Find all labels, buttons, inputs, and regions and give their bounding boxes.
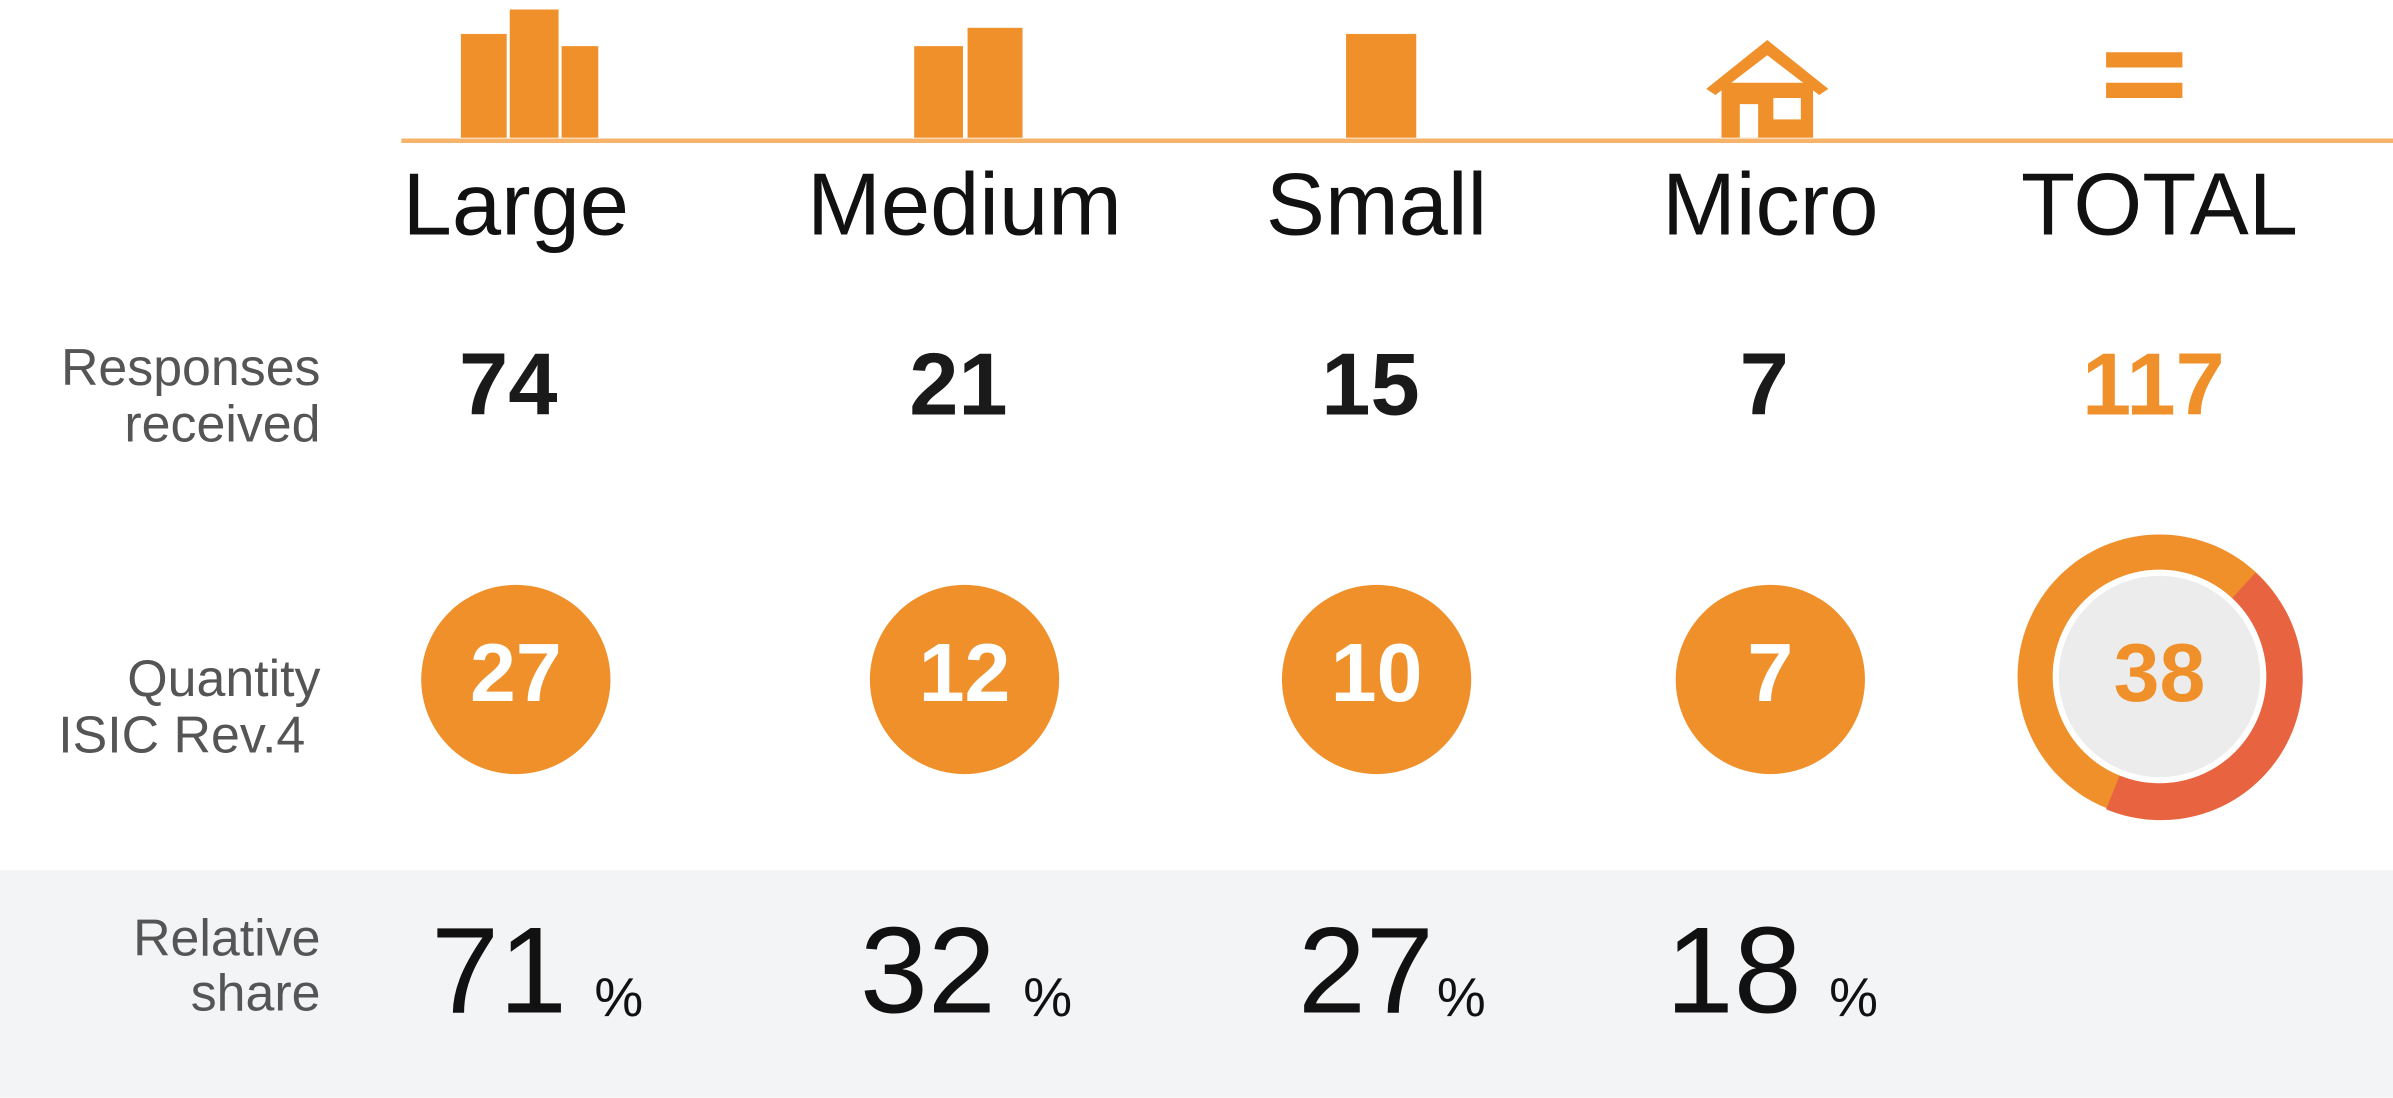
row-labels: Responses received Quantity ISIC Rev.4 R… <box>58 338 320 1022</box>
small-icon <box>1346 33 1417 138</box>
responses-value: 15 <box>1321 334 1419 433</box>
responses-value: 117 <box>2082 334 2225 433</box>
quantity-value: 12 <box>919 627 1011 719</box>
quantity-value: 10 <box>1331 627 1423 719</box>
row-label: Responses <box>61 338 321 396</box>
total-icon <box>2106 52 2183 99</box>
column-header: Large <box>403 154 629 253</box>
row-label: ISIC Rev.4 <box>58 706 305 764</box>
share-unit: % <box>594 966 643 1028</box>
micro-icon <box>1706 40 1829 138</box>
share-band <box>0 870 2393 1098</box>
column-header: Medium <box>807 154 1122 253</box>
row-label: Relative <box>133 909 320 967</box>
quantity-value: 7 <box>1747 627 1793 719</box>
quantity-circle <box>1675 584 1865 775</box>
responses-value: 21 <box>909 334 1007 433</box>
quantity-value: 27 <box>470 627 562 719</box>
column-header: Micro <box>1662 154 1878 253</box>
share-value: 71 <box>431 901 567 1038</box>
column-header: Small <box>1266 154 1487 253</box>
row-label: Quantity <box>127 649 320 707</box>
quantity-circle <box>869 584 1060 775</box>
quantity-circle <box>421 584 611 775</box>
share-value: 27 <box>1298 901 1434 1038</box>
share-unit: % <box>1829 966 1878 1028</box>
row-label: received <box>124 394 320 452</box>
large-icon <box>460 9 599 138</box>
responses-value: 7 <box>1740 334 1789 433</box>
quantity-circle <box>1281 584 1472 775</box>
row-label: share <box>191 964 321 1022</box>
share-unit: % <box>1023 966 1072 1028</box>
share-unit: % <box>1437 966 1486 1028</box>
medium-icon <box>914 27 1023 138</box>
column-header: TOTAL <box>2021 154 2298 253</box>
share-value: 32 <box>860 901 996 1038</box>
responses-value: 74 <box>459 334 557 433</box>
total-inner <box>2052 569 2267 784</box>
icons <box>460 9 2183 138</box>
share-value: 18 <box>1666 901 1802 1038</box>
quantity-value: 38 <box>2114 627 2206 719</box>
